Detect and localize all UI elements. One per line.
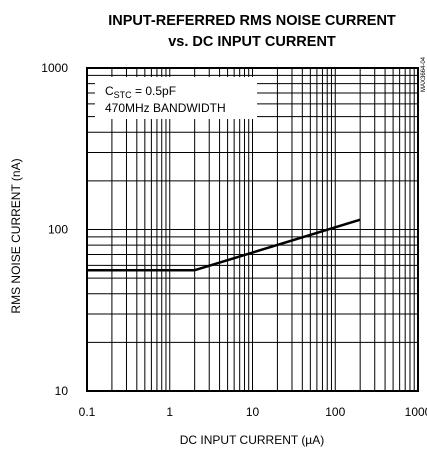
annotation-box: CSTC = 0.5pF 470MHz BANDWIDTH bbox=[95, 77, 257, 119]
annotation-bandwidth: 470MHz BANDWIDTH bbox=[105, 101, 226, 115]
plot-frame bbox=[86, 67, 419, 392]
y-tick-label: 1000 bbox=[41, 61, 68, 75]
y-tick-label: 100 bbox=[48, 223, 68, 237]
x-axis-label: DC INPUT CURRENT (µA) bbox=[180, 433, 324, 447]
y-tick-label: 10 bbox=[55, 384, 69, 398]
x-tick-label: 10 bbox=[246, 405, 260, 419]
part-number-watermark: MAX3664-04 bbox=[421, 56, 427, 92]
chart-title-line-1: INPUT-REFERRED RMS NOISE CURRENT bbox=[108, 13, 396, 29]
annotation-capacitance: CSTC = 0.5pF bbox=[105, 84, 176, 100]
series-line bbox=[87, 218, 361, 272]
x-tick-label: 1 bbox=[166, 405, 173, 419]
y-axis-label: RMS NOISE CURRENT (nA) bbox=[9, 158, 23, 313]
x-tick-label: 100 bbox=[325, 405, 345, 419]
series-layer bbox=[87, 218, 361, 272]
x-tick-label: 0.1 bbox=[79, 405, 96, 419]
tick-labels: 0.1 1 10 100 1000 10 100 1000 bbox=[41, 61, 427, 419]
chart-title-line-2: vs. DC INPUT CURRENT bbox=[168, 34, 336, 50]
chart-title: INPUT-REFERRED RMS NOISE CURRENT vs. DC … bbox=[108, 13, 396, 50]
annotation-background bbox=[95, 77, 257, 119]
x-tick-label: 1000 bbox=[405, 405, 427, 419]
